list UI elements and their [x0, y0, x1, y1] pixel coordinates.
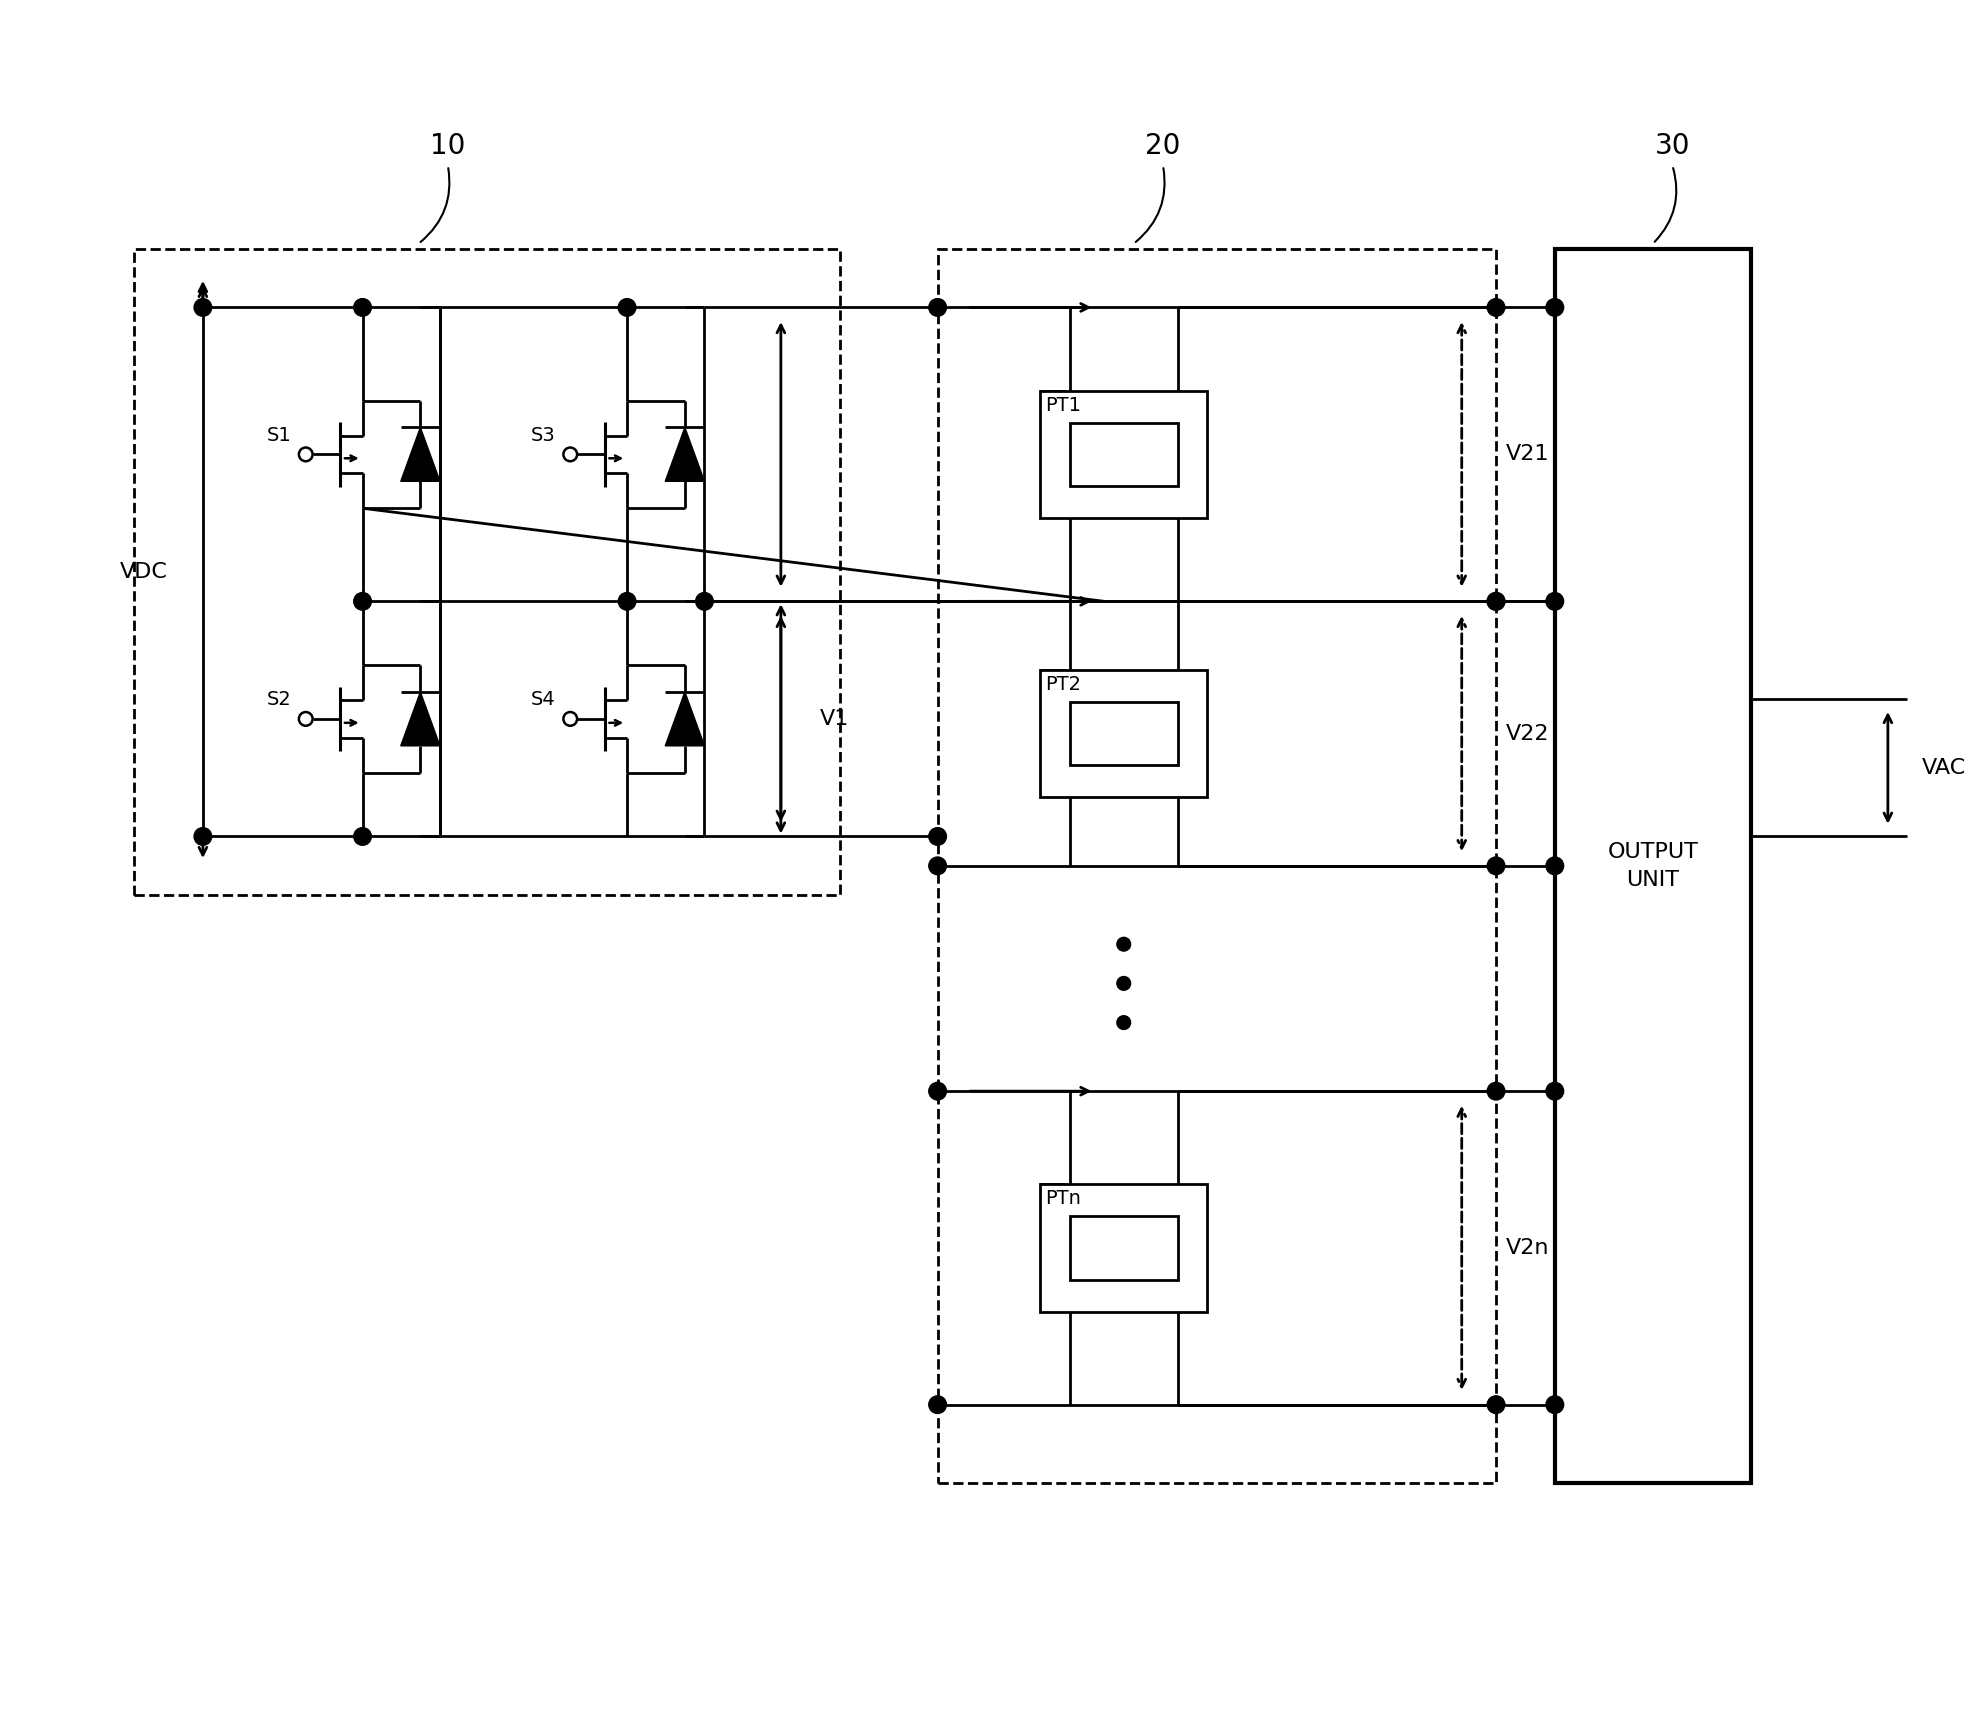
Circle shape: [193, 299, 211, 316]
Circle shape: [1546, 856, 1564, 875]
Text: VAC: VAC: [1923, 758, 1966, 777]
Polygon shape: [400, 427, 440, 480]
Circle shape: [1546, 299, 1564, 316]
Circle shape: [929, 856, 947, 875]
Circle shape: [1487, 1083, 1505, 1100]
Polygon shape: [665, 427, 704, 480]
Circle shape: [1487, 299, 1505, 316]
Circle shape: [353, 827, 371, 846]
Text: S1: S1: [266, 426, 292, 444]
Circle shape: [1116, 976, 1130, 990]
Text: V22: V22: [1507, 724, 1550, 743]
Bar: [1071, 702, 1177, 765]
Circle shape: [929, 1395, 947, 1414]
Text: 10: 10: [430, 132, 465, 161]
Circle shape: [1487, 856, 1505, 875]
Bar: [1071, 1217, 1177, 1280]
Text: 30: 30: [1655, 132, 1690, 161]
Circle shape: [1487, 592, 1505, 611]
Bar: [1554, 249, 1751, 1483]
Circle shape: [1116, 937, 1130, 951]
Text: PT1: PT1: [1045, 396, 1081, 415]
Text: PTn: PTn: [1045, 1189, 1081, 1208]
Bar: [1041, 391, 1207, 518]
Text: S4: S4: [530, 690, 556, 709]
Text: V1: V1: [820, 709, 850, 729]
Circle shape: [929, 827, 947, 846]
Bar: [1041, 669, 1207, 798]
Circle shape: [619, 592, 635, 611]
Circle shape: [929, 299, 947, 316]
Circle shape: [1546, 592, 1564, 611]
Bar: [1071, 422, 1177, 486]
Circle shape: [193, 827, 211, 846]
Circle shape: [1487, 592, 1505, 611]
Circle shape: [929, 1083, 947, 1100]
Polygon shape: [665, 692, 704, 746]
Bar: [1041, 1184, 1207, 1311]
Polygon shape: [400, 692, 440, 746]
Circle shape: [1487, 1395, 1505, 1414]
Text: 20: 20: [1146, 132, 1181, 161]
Circle shape: [1116, 1016, 1130, 1030]
Circle shape: [353, 299, 371, 316]
Text: V21: V21: [1507, 444, 1550, 465]
Circle shape: [1546, 1395, 1564, 1414]
Text: OUTPUT
UNIT: OUTPUT UNIT: [1607, 843, 1698, 891]
Circle shape: [1546, 1083, 1564, 1100]
Text: S2: S2: [266, 690, 292, 709]
Circle shape: [696, 592, 714, 611]
Circle shape: [619, 299, 635, 316]
Text: V2n: V2n: [1507, 1237, 1550, 1258]
Text: PT2: PT2: [1045, 674, 1081, 693]
Text: S3: S3: [530, 426, 556, 444]
Text: VDC: VDC: [120, 561, 168, 582]
Circle shape: [353, 592, 371, 611]
